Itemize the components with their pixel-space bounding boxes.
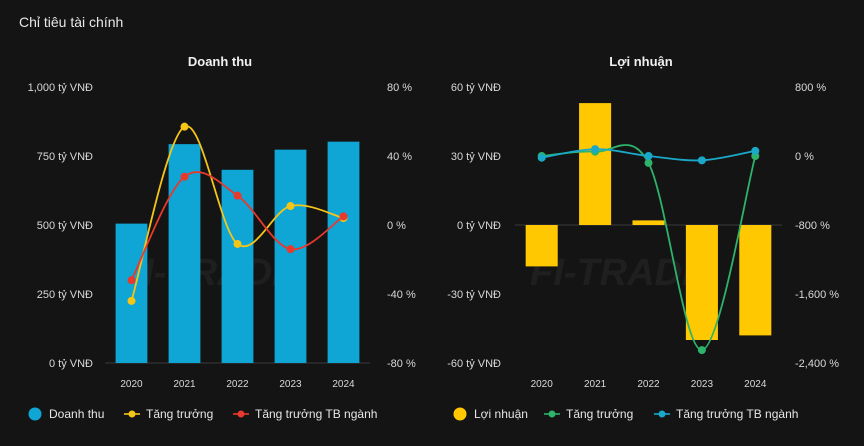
data-point xyxy=(697,156,706,165)
legend-label: Tăng trưởng xyxy=(146,407,213,421)
y2-tick-label: -80 % xyxy=(387,358,416,370)
y-tick-label: -60 tỷ VNĐ xyxy=(447,358,501,370)
y-tick-label: -30 tỷ VNĐ xyxy=(447,289,501,301)
x-tick-label: 2023 xyxy=(279,379,302,390)
data-point xyxy=(339,212,348,221)
legend-marker xyxy=(237,410,245,418)
chart-title: Lợi nhuận xyxy=(609,54,672,69)
x-tick-label: 2022 xyxy=(637,379,660,390)
x-tick-label: 2024 xyxy=(744,379,767,390)
bar xyxy=(685,225,718,340)
y2-tick-label: -2,400 % xyxy=(795,358,839,370)
bar xyxy=(274,149,307,363)
data-point xyxy=(180,172,189,181)
y2-tick-label: -1,600 % xyxy=(795,289,839,301)
panel-title: Chỉ tiêu tài chính xyxy=(19,14,124,30)
x-tick-label: 2021 xyxy=(173,379,196,390)
legend-label: Doanh thu xyxy=(49,407,104,421)
data-point xyxy=(591,145,600,154)
data-point xyxy=(644,158,653,167)
legend-marker xyxy=(658,410,666,418)
data-point xyxy=(127,276,136,285)
chart-title: Doanh thu xyxy=(188,54,252,69)
x-tick-label: 2020 xyxy=(120,379,143,390)
y-tick-label: 500 tỷ VNĐ xyxy=(37,220,93,232)
data-point xyxy=(233,239,242,248)
series-line xyxy=(541,144,757,351)
y2-tick-label: 0 % xyxy=(795,151,814,163)
x-tick-label: 2021 xyxy=(584,379,607,390)
bar xyxy=(525,225,558,267)
legend-label: Tăng trưởng TB ngành xyxy=(255,407,377,421)
x-tick-label: 2023 xyxy=(691,379,714,390)
bar xyxy=(632,220,665,225)
y2-tick-label: 800 % xyxy=(795,82,826,94)
x-tick-label: 2022 xyxy=(226,379,249,390)
y-tick-label: 1,000 tỷ VNĐ xyxy=(28,82,93,94)
y-tick-label: 30 tỷ VNĐ xyxy=(451,151,501,163)
data-point xyxy=(233,191,242,200)
bar xyxy=(327,141,360,363)
data-point xyxy=(286,202,295,211)
y2-tick-label: 80 % xyxy=(387,82,412,94)
data-point xyxy=(537,153,546,162)
data-point xyxy=(180,122,189,131)
y2-tick-label: -40 % xyxy=(387,289,416,301)
y-tick-label: 0 tỷ VNĐ xyxy=(49,358,93,370)
y-tick-label: 750 tỷ VNĐ xyxy=(37,151,93,163)
bar xyxy=(739,225,772,336)
legend-marker xyxy=(548,410,556,418)
data-point xyxy=(751,146,760,155)
data-point xyxy=(127,296,136,305)
legend-marker xyxy=(28,407,42,421)
y-tick-label: 0 tỷ VNĐ xyxy=(457,220,501,232)
legend-marker xyxy=(453,407,467,421)
bar xyxy=(115,223,148,363)
data-point xyxy=(697,346,706,355)
legend-label: Tăng trưởng xyxy=(566,407,633,421)
legend-label: Lợi nhuận xyxy=(474,407,528,421)
bar xyxy=(579,103,612,225)
y-tick-label: 250 tỷ VNĐ xyxy=(37,289,93,301)
legend-marker xyxy=(128,410,136,418)
y2-tick-label: 40 % xyxy=(387,151,412,163)
data-point xyxy=(644,152,653,160)
y2-tick-label: -800 % xyxy=(795,220,830,232)
x-tick-label: 2020 xyxy=(531,379,554,390)
y2-tick-label: 0 % xyxy=(387,220,406,232)
x-tick-label: 2024 xyxy=(332,379,355,390)
legend-label: Tăng trưởng TB ngành xyxy=(676,407,798,421)
y-tick-label: 60 tỷ VNĐ xyxy=(451,82,501,94)
chart-0: Doanh thu FI-TRADE 0 tỷ VNĐ 250 tỷ VNĐ 500 t… xyxy=(28,54,416,421)
data-point xyxy=(286,245,295,254)
bar xyxy=(221,169,254,363)
watermark-text: FI-TRADE xyxy=(120,252,299,294)
